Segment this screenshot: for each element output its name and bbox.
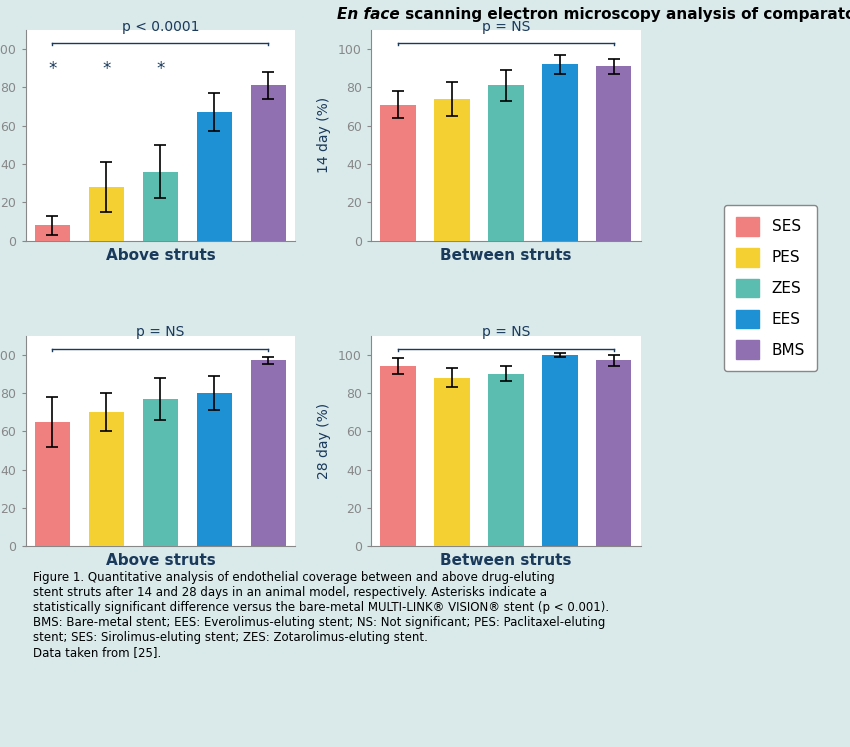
Bar [542,355,577,546]
Bar [434,378,469,546]
Bar [251,85,286,241]
Text: p < 0.0001: p < 0.0001 [122,19,199,34]
Bar [542,64,577,241]
Text: *: * [102,60,110,78]
Bar [143,172,178,241]
Y-axis label: 14 day (%): 14 day (%) [317,97,332,173]
Text: p = NS: p = NS [136,326,184,339]
Text: Figure 1. Quantitative analysis of endothelial coverage between and above drug-e: Figure 1. Quantitative analysis of endot… [33,571,609,660]
Bar [89,187,124,241]
Bar [89,412,124,546]
Bar [197,112,232,241]
Bar [597,360,632,546]
X-axis label: Above struts: Above struts [105,247,215,263]
Bar [597,66,632,241]
Bar [35,422,70,546]
Bar [434,99,469,241]
Text: En face: En face [337,7,400,22]
Bar [35,226,70,241]
Bar [251,360,286,546]
Text: *: * [48,60,57,78]
Y-axis label: 28 day (%): 28 day (%) [317,403,332,479]
X-axis label: Between struts: Between struts [440,247,572,263]
X-axis label: Above struts: Above struts [105,554,215,568]
Bar [489,374,524,546]
Text: p = NS: p = NS [482,326,530,339]
Bar [489,85,524,241]
Text: p = NS: p = NS [482,19,530,34]
Bar [381,105,416,241]
Legend: SES, PES, ZES, EES, BMS: SES, PES, ZES, EES, BMS [724,205,817,371]
Bar [143,399,178,546]
Text: scanning electron microscopy analysis of comparator stents: scanning electron microscopy analysis of… [400,7,850,22]
Bar [197,393,232,546]
Bar [381,366,416,546]
X-axis label: Between struts: Between struts [440,554,572,568]
Text: *: * [156,60,165,78]
